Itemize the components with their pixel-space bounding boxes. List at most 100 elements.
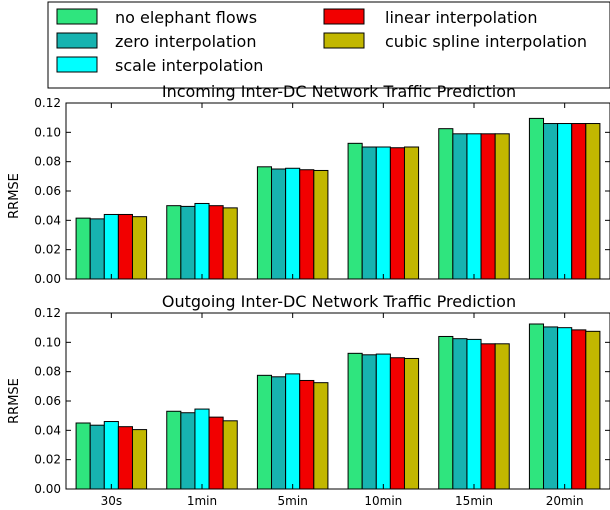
bar: [376, 354, 390, 489]
bar: [300, 170, 314, 279]
bar: [558, 124, 572, 279]
y-axis-label: RRMSE: [7, 378, 22, 424]
x-tick-label: 10min: [364, 494, 402, 508]
x-tick-label: 5min: [278, 494, 308, 508]
bar: [558, 328, 572, 489]
bar: [167, 206, 181, 279]
bar: [376, 147, 390, 279]
bar: [257, 167, 271, 279]
bar: [362, 147, 376, 279]
bar: [481, 344, 495, 489]
bar: [467, 339, 481, 489]
legend-entry: linear interpolation: [324, 8, 537, 27]
bar: [223, 208, 237, 279]
bar: [544, 124, 558, 279]
bar: [272, 169, 286, 279]
bar: [390, 148, 404, 279]
bar: [223, 421, 237, 489]
chart-title: Outgoing Inter-DC Network Traffic Predic…: [162, 292, 516, 311]
plot-frame: [66, 313, 610, 489]
y-tick-label: 0.12: [34, 306, 61, 320]
bar: [529, 324, 543, 489]
bar: [195, 409, 209, 489]
bar: [362, 355, 376, 489]
bar: [404, 358, 418, 489]
y-tick-label: 0.06: [34, 394, 61, 408]
bar: [439, 129, 453, 279]
bar: [348, 353, 362, 489]
bar: [495, 134, 509, 279]
bar: [76, 423, 90, 489]
legend-swatch: [57, 57, 97, 72]
y-tick-label: 0.04: [34, 423, 61, 437]
legend-entry: no elephant flows: [57, 8, 257, 27]
bar: [453, 134, 467, 279]
bar: [586, 124, 600, 279]
legend-entry: zero interpolation: [57, 32, 256, 51]
x-tick-label: 30s: [101, 494, 123, 508]
x-tick-label: 20min: [546, 494, 584, 508]
bar: [481, 134, 495, 279]
y-tick-label: 0.04: [34, 213, 61, 227]
bar: [132, 217, 146, 279]
y-tick-label: 0.06: [34, 184, 61, 198]
x-tick-label: 15min: [455, 494, 493, 508]
bar: [104, 422, 118, 489]
bar: [467, 134, 481, 279]
legend-label: cubic spline interpolation: [385, 32, 587, 51]
legend-label: zero interpolation: [115, 32, 256, 51]
bar: [181, 206, 195, 279]
bar: [195, 203, 209, 279]
bar: [286, 168, 300, 279]
chart-title: Incoming Inter-DC Network Traffic Predic…: [162, 82, 516, 101]
legend-swatch: [324, 33, 364, 48]
y-axis-label: RRMSE: [7, 173, 22, 219]
bar: [314, 383, 328, 489]
bar: [209, 417, 223, 489]
bar: [300, 380, 314, 489]
bar: [90, 219, 104, 279]
bar: [404, 147, 418, 279]
y-tick-label: 0.12: [34, 96, 61, 110]
bar: [104, 214, 118, 279]
y-tick-label: 0.02: [34, 453, 61, 467]
bar: [529, 118, 543, 279]
y-tick-label: 0.10: [34, 335, 61, 349]
y-tick-label: 0.08: [34, 155, 61, 169]
bar: [76, 218, 90, 279]
y-tick-label: 0.02: [34, 243, 61, 257]
bar: [132, 430, 146, 489]
legend-label: no elephant flows: [115, 8, 257, 27]
bar: [495, 344, 509, 489]
bar: [572, 330, 586, 489]
bar: [572, 124, 586, 279]
bar: [286, 374, 300, 489]
y-tick-label: 0.00: [34, 272, 61, 286]
y-tick-label: 0.08: [34, 365, 61, 379]
plot-area: 0.00 0.02 0.04 0.06 0.08 0.10 0.12: [34, 96, 610, 286]
legend-label: linear interpolation: [385, 8, 537, 27]
bar: [118, 214, 132, 279]
bar: [257, 375, 271, 489]
bar: [586, 331, 600, 489]
bar: [439, 336, 453, 489]
plot-frame: [66, 103, 610, 279]
bar: [314, 170, 328, 279]
bar: [390, 358, 404, 489]
bar: [453, 339, 467, 489]
x-tick-label: 1min: [187, 494, 217, 508]
plot-area: 0.00 0.02 0.04 0.06 0.08 0.10 0.12 30s 1min 5min 1…: [34, 306, 610, 508]
legend-entry: scale interpolation: [57, 56, 263, 75]
bar: [167, 411, 181, 489]
bar: [544, 327, 558, 489]
legend-swatch: [324, 9, 364, 24]
bar: [90, 425, 104, 489]
chart-panel-outgoing: Outgoing Inter-DC Network Traffic Predic…: [7, 292, 610, 508]
bar: [348, 143, 362, 279]
legend-label: scale interpolation: [115, 56, 263, 75]
bar: [118, 427, 132, 489]
chart-panel-incoming: Incoming Inter-DC Network Traffic Predic…: [7, 82, 610, 286]
y-tick-label: 0.00: [34, 482, 61, 496]
legend-swatch: [57, 9, 97, 24]
